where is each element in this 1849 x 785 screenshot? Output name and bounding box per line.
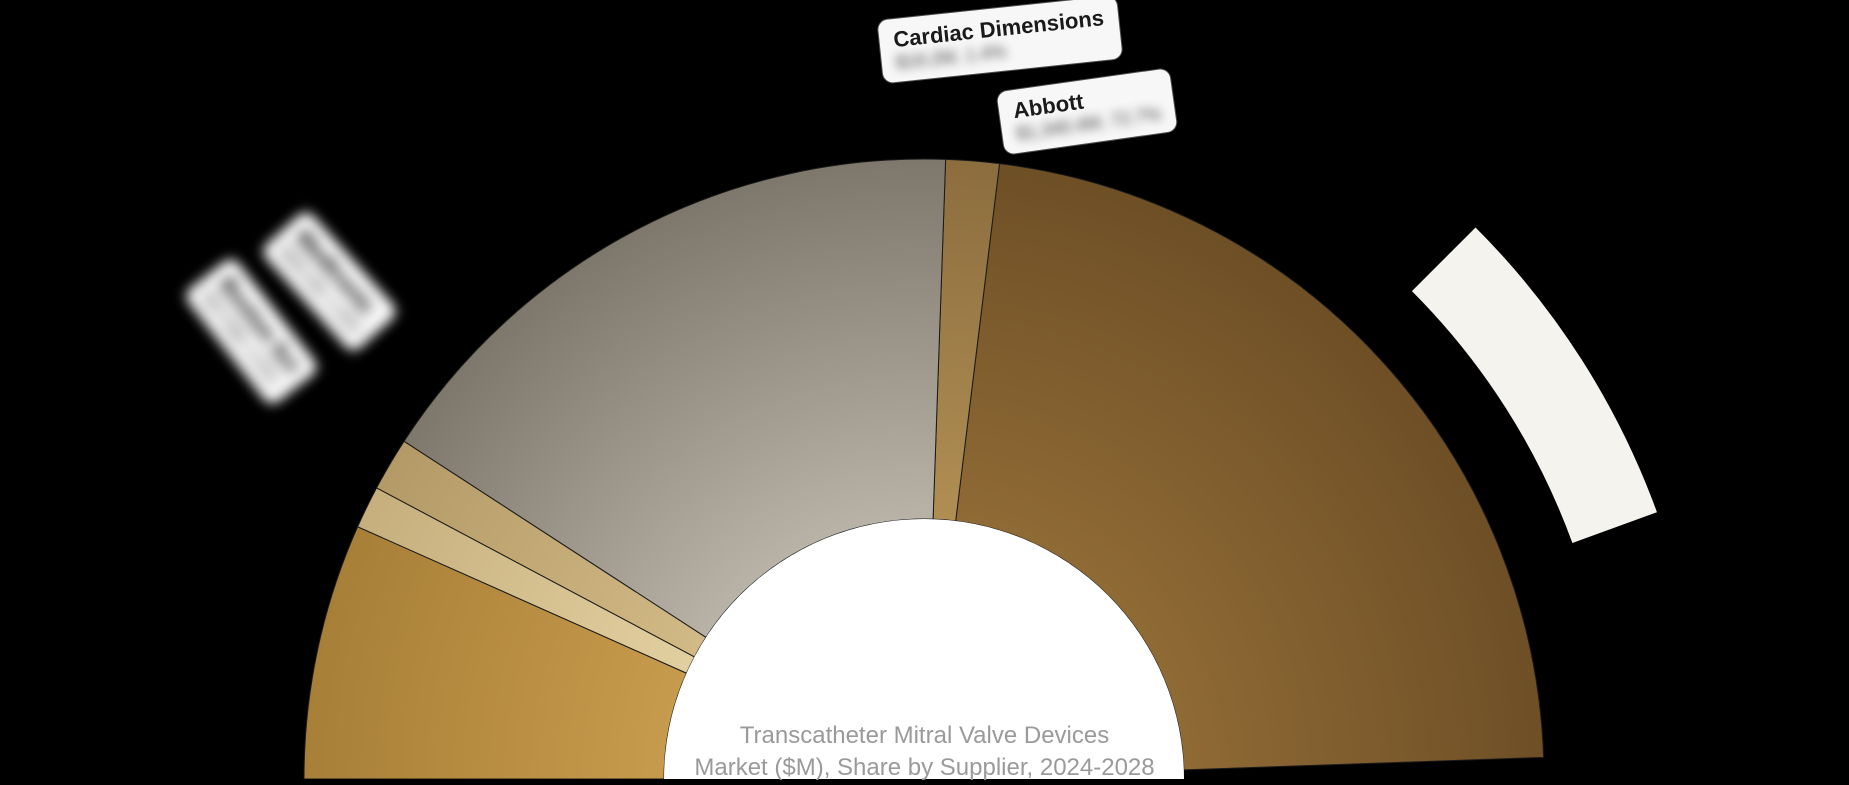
chart-title-line2: Market ($M), Share by Supplier, 2024-202…	[694, 752, 1154, 784]
donut-chart-container: Transcatheter Mitral Valve Devices Marke…	[0, 0, 1849, 779]
chart-title: Transcatheter Mitral Valve Devices Marke…	[694, 720, 1154, 785]
chart-title-line1: Transcatheter Mitral Valve Devices	[694, 720, 1154, 752]
